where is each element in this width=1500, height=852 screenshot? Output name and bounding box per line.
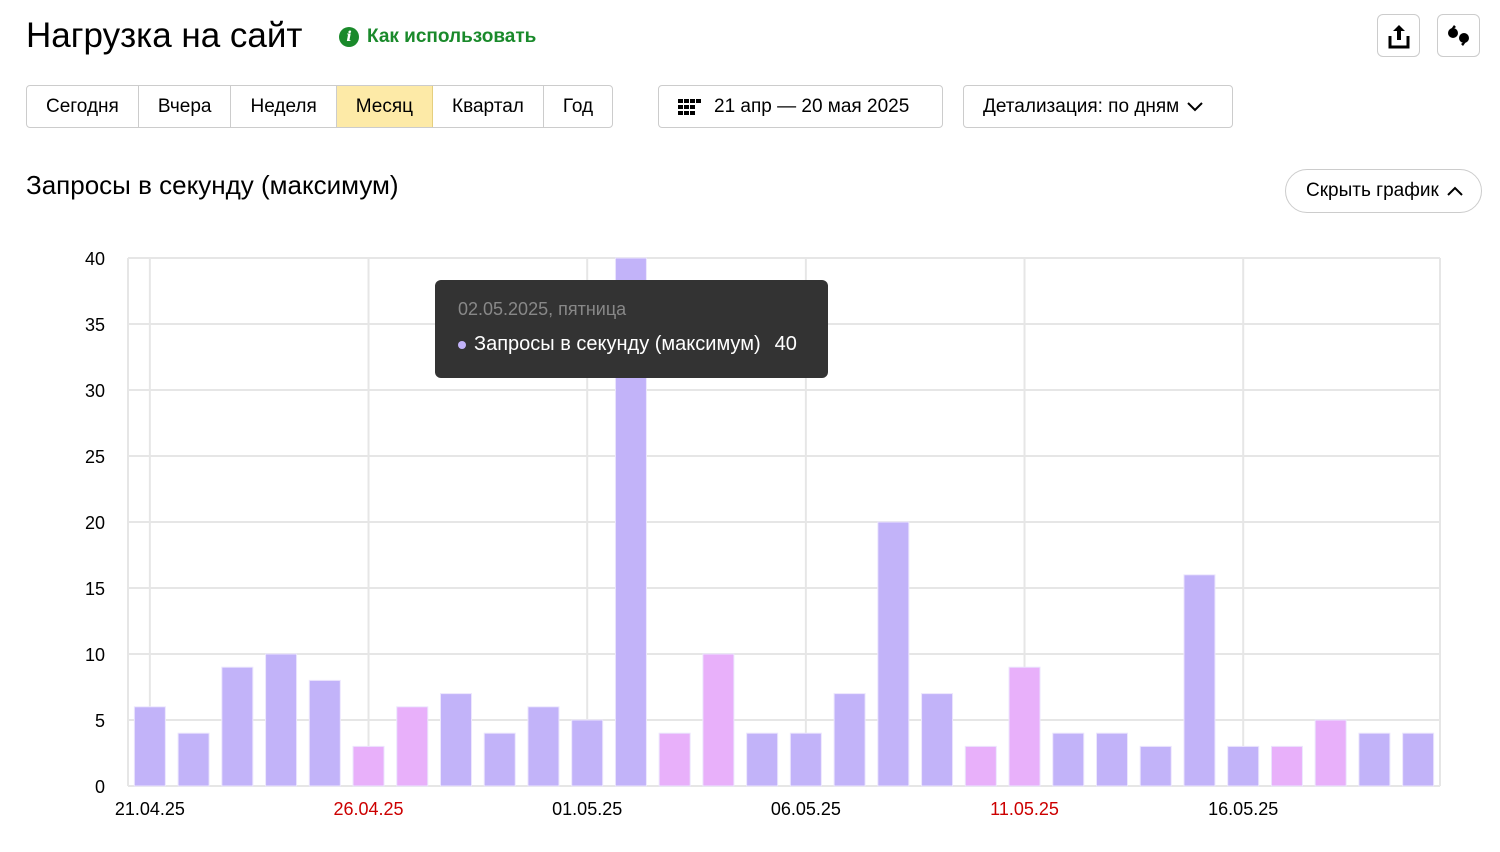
bar-19.05.25[interactable] (1358, 732, 1391, 787)
x-tick-label: 16.05.25 (1208, 799, 1278, 819)
bar-04.05.25[interactable] (702, 653, 735, 787)
bar-14.05.25[interactable] (1139, 745, 1172, 787)
x-tick-label: 26.04.25 (333, 799, 403, 819)
help-label: Как использовать (367, 26, 537, 47)
page-title: Нагрузка на сайт (26, 16, 303, 55)
bar-chart: 0 5 10 15 20 25 30 35 40 21.04.25 26.04.25 01.05.25… (85, 249, 1441, 819)
chart-tooltip: 02.05.2025, пятница Запросы в секунду (м… (435, 280, 828, 378)
series-dot-icon (458, 340, 466, 349)
bar-18.05.25[interactable] (1314, 719, 1347, 787)
y-tick-label: 40 (85, 249, 105, 269)
share-icon (1388, 24, 1409, 48)
bar-15.05.25[interactable] (1183, 574, 1216, 787)
bar-10.05.25[interactable] (964, 745, 997, 787)
hide-chart-button[interactable]: Скрыть график (1285, 169, 1482, 213)
bar-03.05.25[interactable] (658, 732, 691, 787)
share-button[interactable] (1377, 14, 1420, 57)
detail-select[interactable]: Детализация: по дням (963, 85, 1233, 128)
y-tick-label: 35 (85, 315, 105, 335)
quote-icon (1447, 24, 1469, 46)
bar-23.04.25[interactable] (221, 666, 254, 787)
feedback-button[interactable] (1437, 14, 1480, 57)
calendar-icon (678, 98, 701, 115)
y-tick-label: 20 (85, 513, 105, 533)
bar-30.04.25[interactable] (527, 706, 560, 787)
help-link[interactable]: i Как использовать (339, 26, 536, 48)
bar-12.05.25[interactable] (1052, 732, 1085, 787)
period-tabs: Сегодня Вчера Неделя Месяц Квартал Год (26, 85, 614, 128)
y-tick-label: 5 (95, 711, 105, 731)
chevron-up-icon (1447, 186, 1463, 196)
period-tab-4[interactable]: Квартал (433, 86, 544, 127)
bar-29.04.25[interactable] (483, 732, 516, 787)
bar-05.05.25[interactable] (746, 732, 779, 787)
bar-20.05.25[interactable] (1402, 732, 1435, 787)
bar-07.05.25[interactable] (833, 693, 866, 787)
detail-select-label: Детализация: по дням (983, 95, 1180, 117)
section-title: Запросы в секунду (максимум) (26, 170, 399, 200)
bar-28.04.25[interactable] (440, 693, 472, 787)
period-tab-5[interactable]: Год (562, 95, 594, 117)
bar-13.05.25[interactable] (1096, 732, 1128, 787)
y-tick-label: 0 (95, 777, 105, 797)
bar-01.05.25[interactable] (571, 719, 604, 787)
x-tick-label: 21.04.25 (115, 799, 185, 819)
x-tick-label: 06.05.25 (771, 799, 841, 819)
chevron-down-icon (1187, 101, 1203, 111)
y-tick-label: 15 (85, 579, 105, 599)
period-tab-3[interactable]: Месяц (336, 86, 434, 127)
bar-08.05.25[interactable] (877, 521, 910, 787)
bar-06.05.25[interactable] (789, 732, 822, 787)
info-icon: i (339, 27, 359, 47)
period-tab-1[interactable]: Вчера (139, 86, 232, 127)
bar-17.05.25[interactable] (1270, 745, 1303, 787)
bar-16.05.25[interactable] (1227, 745, 1260, 787)
bar-22.04.25[interactable] (177, 732, 210, 787)
y-tick-label: 30 (85, 381, 105, 401)
bar-24.04.25[interactable] (265, 653, 298, 787)
bar-27.04.25[interactable] (396, 706, 429, 787)
date-range-button[interactable]: 21 апр — 20 мая 2025 (658, 85, 943, 128)
x-tick-label: 01.05.25 (552, 799, 622, 819)
period-tab-2[interactable]: Неделя (231, 86, 337, 127)
period-tab-0[interactable]: Сегодня (27, 86, 139, 127)
bar-11.05.25[interactable] (1008, 666, 1041, 787)
bar-21.04.25[interactable] (133, 706, 166, 787)
hide-chart-label: Скрыть график (1306, 180, 1439, 201)
x-tick-label: 11.05.25 (990, 799, 1059, 819)
bar-25.04.25[interactable] (308, 679, 341, 787)
tooltip-date: 02.05.2025, пятница (458, 299, 627, 319)
date-range-label: 21 апр — 20 мая 2025 (714, 95, 910, 117)
y-tick-label: 25 (85, 447, 105, 467)
bar-09.05.25[interactable] (921, 693, 954, 787)
tooltip-value: 40 (774, 333, 797, 355)
tooltip-series: Запросы в секунду (максимум) (474, 333, 761, 355)
y-tick-label: 10 (85, 645, 105, 665)
bar-26.04.25[interactable] (352, 745, 385, 787)
